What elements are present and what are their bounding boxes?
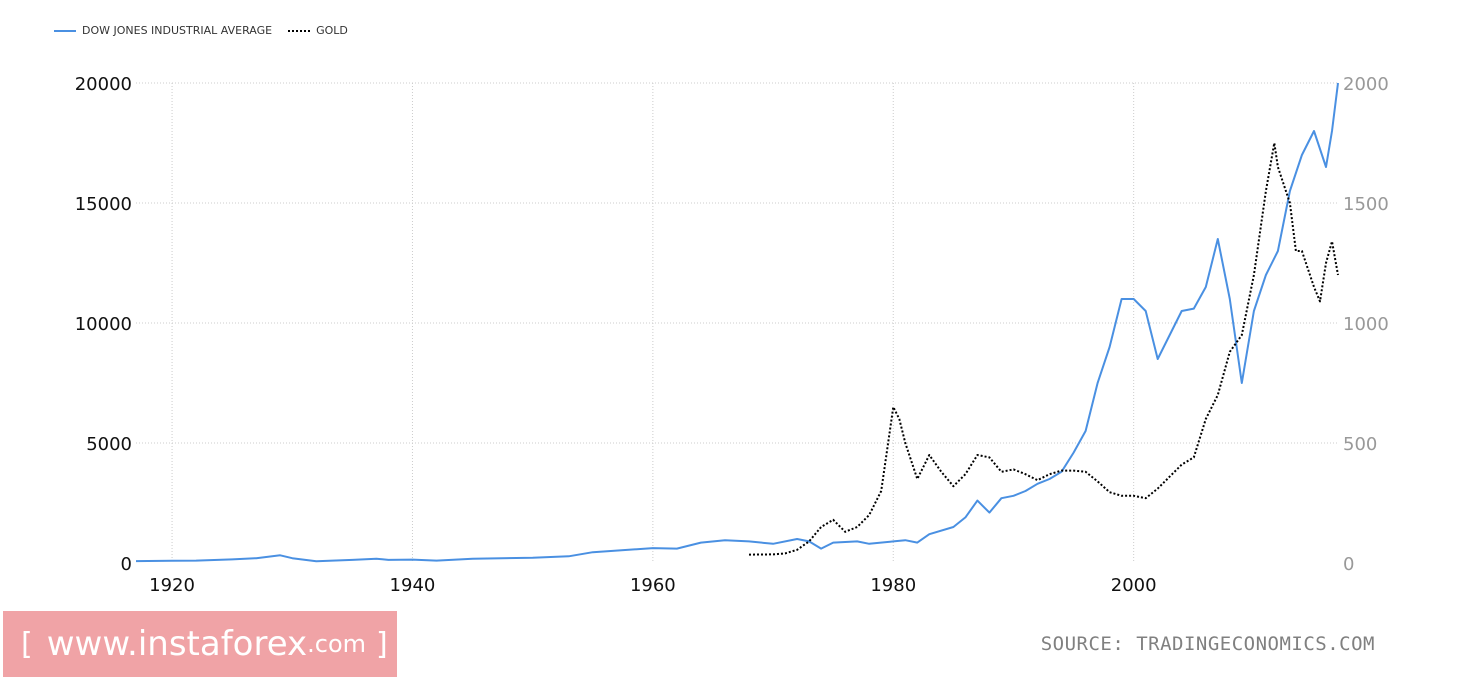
- grid-layer: [136, 82, 1338, 563]
- y-left-tick-label: 15000: [75, 194, 132, 215]
- legend-swatch-gold: [288, 29, 311, 32]
- legend-item-dow[interactable]: DOW JONES INDUSTRIAL AVERAGE: [54, 24, 272, 37]
- x-tick-label: 1960: [630, 575, 676, 596]
- series-line-gold: [748, 142, 1339, 556]
- y-right-tick-label: 500: [1343, 434, 1377, 455]
- x-tick-label: 1920: [149, 575, 195, 596]
- legend-label-dow: DOW JONES INDUSTRIAL AVERAGE: [82, 24, 273, 37]
- x-tick-label: 1940: [390, 575, 436, 596]
- legend-label-gold: GOLD: [316, 24, 348, 37]
- y-left-tick-label: 0: [121, 554, 132, 575]
- y-right-tick-label: 0: [1343, 554, 1354, 575]
- x-tick-label: 1980: [870, 575, 916, 596]
- watermark-suffix: .com: [307, 630, 367, 658]
- y-left-tick-label: 10000: [75, 314, 132, 335]
- legend-swatch-dow: [54, 29, 76, 32]
- source-label: SOURCE: TRADINGECONOMICS.COM: [1040, 633, 1375, 655]
- legend: DOW JONES INDUSTRIAL AVERAGE GOLD: [54, 24, 364, 37]
- watermark-close-bracket: ]: [376, 626, 388, 662]
- legend-item-gold[interactable]: GOLD: [288, 24, 348, 37]
- chart-svg: 0 5000 10000 15000 20000 0 500 1000 1500 2000 1920…: [75, 74, 1389, 596]
- watermark-open-bracket: [: [21, 626, 33, 662]
- series-layer: [135, 82, 1339, 563]
- watermark-logo: [ www.instaforex .com ]: [3, 611, 397, 677]
- y-right-tick-label: 2000: [1343, 74, 1389, 95]
- y-right-tick-label: 1500: [1343, 194, 1389, 215]
- series-line-dow: [135, 82, 1339, 563]
- watermark-text: www.instaforex: [46, 624, 308, 664]
- axis-layer: 0 5000 10000 15000 20000 0 500 1000 1500 2000 1920…: [75, 74, 1389, 596]
- y-right-tick-label: 1000: [1343, 314, 1389, 335]
- x-tick-label: 2000: [1111, 575, 1157, 596]
- y-left-tick-label: 5000: [86, 434, 132, 455]
- y-left-tick-label: 20000: [75, 74, 132, 95]
